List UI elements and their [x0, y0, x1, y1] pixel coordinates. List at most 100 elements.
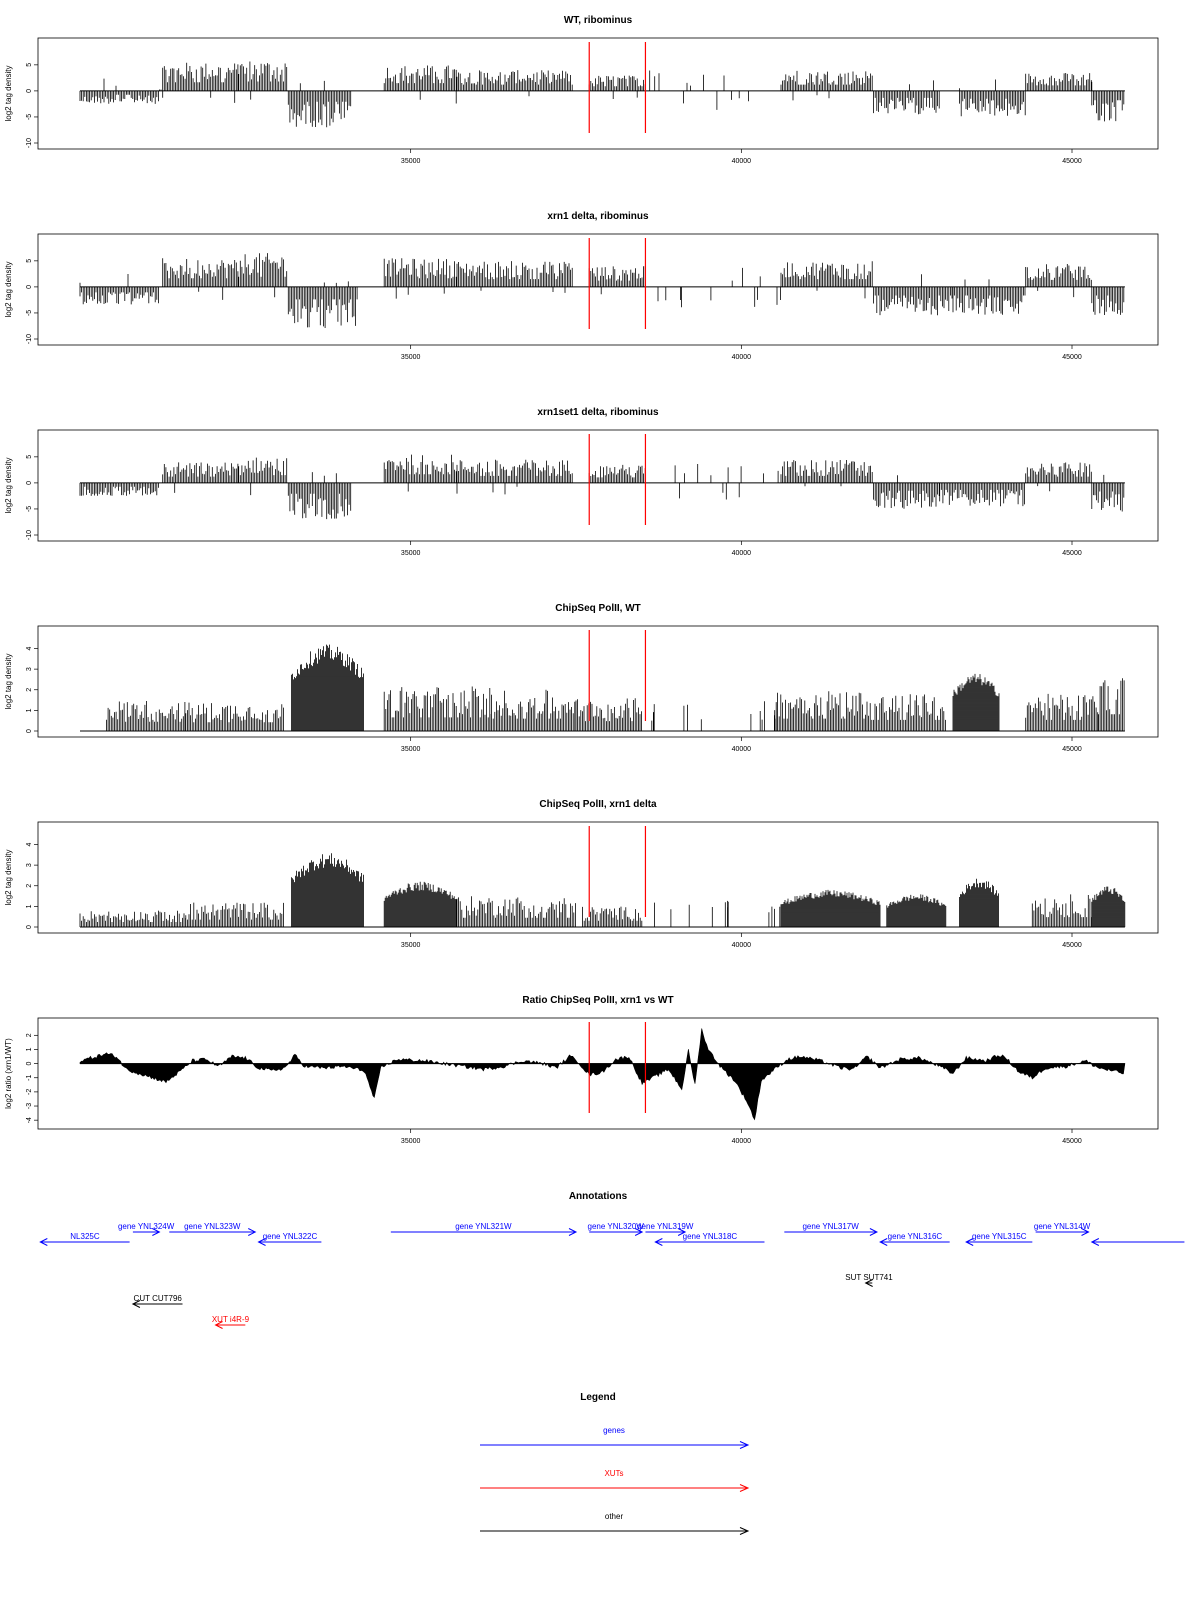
y-tick-label: -5 [26, 114, 33, 120]
chart-panel-3: xrn1set1 delta, ribominus log2 tag densit… [4, 407, 1159, 557]
y-tick-label: 2 [26, 688, 33, 692]
density-bars [106, 644, 1125, 731]
chart-panel-4: ChipSeq PolII, WT log2 tag density 0 1 2 3 4 35… [4, 603, 1159, 753]
legend-item-other: other [480, 1512, 750, 1535]
ratio-area [79, 1028, 1126, 1121]
legend-arrow-head [739, 1441, 750, 1449]
plot-frame [37, 233, 1159, 346]
chart-panel-2: xrn1 delta, ribominus log2 tag density -10… [4, 211, 1159, 361]
y-axis-label: log2 tag density [4, 261, 13, 317]
y-tick-label: -1 [26, 1075, 33, 1081]
y-axis-label: log2 ratio (xrn1/WT) [4, 1038, 13, 1109]
y-axis-label: log2 tag density [4, 65, 13, 121]
y-tick-label: 1 [26, 1047, 33, 1051]
arrow-head [654, 1238, 663, 1246]
arrow-head [864, 1279, 873, 1287]
y-tick-label: 3 [26, 863, 33, 867]
gene-arrow: gene YNL322C [257, 1232, 322, 1246]
gene-label: gene YNL319W [637, 1222, 694, 1231]
y-tick-label: 3 [26, 667, 33, 671]
y-tick-label: 2 [26, 884, 33, 888]
y-axis-label: log2 tag density [4, 849, 13, 905]
x-tick-label: 35000 [401, 550, 421, 557]
y-tick-label: 0 [26, 925, 33, 929]
arrow-head [39, 1238, 48, 1246]
gene-label: gene YNL323W [184, 1222, 241, 1231]
y-tick-label: 1 [26, 904, 33, 908]
x-tick-label: 45000 [1062, 1138, 1082, 1145]
chart-panel-1: WT, ribominus log2 tag density -10 -5 0 5 3500… [4, 15, 1159, 165]
annotations-panel: Annotations gene YNL324W gene YNL323W gene … [39, 1191, 1185, 1329]
density-bars [79, 454, 1125, 520]
chart-title: ChipSeq PolII, xrn1 delta [539, 799, 657, 810]
chart-title: ChipSeq PolII, WT [555, 603, 641, 614]
gene-arrow: gene YNL323W [169, 1222, 257, 1236]
x-tick-label: 45000 [1062, 746, 1082, 753]
y-tick-label: 0 [26, 729, 33, 733]
y-tick-label: 4 [26, 842, 33, 846]
legend-label: XUTs [604, 1469, 623, 1478]
plot-frame [37, 37, 1159, 150]
gene-arrow: NL325C [39, 1232, 130, 1246]
gene-label: gene YNL324W [118, 1222, 175, 1231]
chart-title: WT, ribominus [564, 15, 633, 26]
y-tick-label: 0 [26, 285, 33, 289]
feature-arrow: XUT i4R-9 [212, 1315, 250, 1329]
legend-item-genes: genes [480, 1426, 750, 1449]
arrow-head [634, 1228, 644, 1236]
gene-arrow: gene YNL315C [965, 1232, 1033, 1246]
feature-arrow: CUT CUT796 [131, 1294, 183, 1308]
legend-title: Legend [580, 1392, 616, 1403]
x-tick-label: 40000 [732, 354, 752, 361]
y-tick-label: 4 [26, 646, 33, 650]
gene-label: gene YNL322C [263, 1232, 318, 1241]
arrow-head [152, 1228, 161, 1236]
y-tick-label: 0 [26, 1062, 33, 1066]
chart-title: xrn1set1 delta, ribominus [537, 407, 659, 418]
gene-label: NL325C [70, 1232, 100, 1241]
feature-arrow: SUT SUT741 [845, 1273, 893, 1287]
arrow-head [869, 1228, 879, 1236]
density-bars [79, 853, 1126, 927]
legend-label: other [605, 1512, 624, 1521]
x-tick-label: 45000 [1062, 942, 1082, 949]
gene-label: gene YNL321W [455, 1222, 512, 1231]
x-tick-label: 40000 [732, 942, 752, 949]
y-tick-label: 0 [26, 481, 33, 485]
arrow-head [248, 1228, 257, 1236]
x-tick-label: 40000 [732, 1138, 752, 1145]
x-tick-label: 35000 [401, 1138, 421, 1145]
gene-label: gene YNL318C [683, 1232, 738, 1241]
y-tick-label: 0 [26, 89, 33, 93]
x-tick-label: 45000 [1062, 550, 1082, 557]
gene-arrow: gene YNL320W [588, 1222, 644, 1236]
annotations-title: Annotations [569, 1191, 628, 1202]
y-tick-label: 5 [26, 455, 33, 459]
y-tick-label: 2 [26, 1033, 33, 1037]
plot-frame [37, 821, 1159, 934]
arrow-head [257, 1238, 266, 1246]
gene-arrow: gene YNL316C [879, 1232, 950, 1246]
arrow-head [879, 1238, 888, 1246]
arrow-head [965, 1238, 974, 1246]
y-tick-label: -3 [26, 1103, 33, 1109]
y-tick-label: 1 [26, 708, 33, 712]
y-tick-label: -5 [26, 506, 33, 512]
legend-arrow-head [739, 1484, 750, 1492]
y-tick-label: -2 [26, 1089, 33, 1095]
arrow-head [677, 1228, 687, 1236]
gene-arrow: gene YNL324W [118, 1222, 175, 1236]
density-bars [79, 253, 1125, 328]
x-tick-label: 40000 [732, 158, 752, 165]
feature-label: XUT i4R-9 [212, 1315, 250, 1324]
chart-panel-5: ChipSeq PolII, xrn1 delta log2 tag densit… [4, 799, 1159, 949]
legend-panel: Legend genes XUTs other [480, 1392, 750, 1535]
y-tick-label: -5 [26, 310, 33, 316]
gene-arrow: gene YNL319W [637, 1222, 694, 1236]
legend-label: genes [603, 1426, 625, 1435]
x-tick-label: 45000 [1062, 158, 1082, 165]
gene-label: gene YNL315C [972, 1232, 1027, 1241]
x-tick-label: 45000 [1062, 354, 1082, 361]
y-axis-label: log2 tag density [4, 457, 13, 513]
chart-panel-6: Ratio ChipSeq PolII, xrn1 vs WT log2 rati… [4, 995, 1159, 1145]
